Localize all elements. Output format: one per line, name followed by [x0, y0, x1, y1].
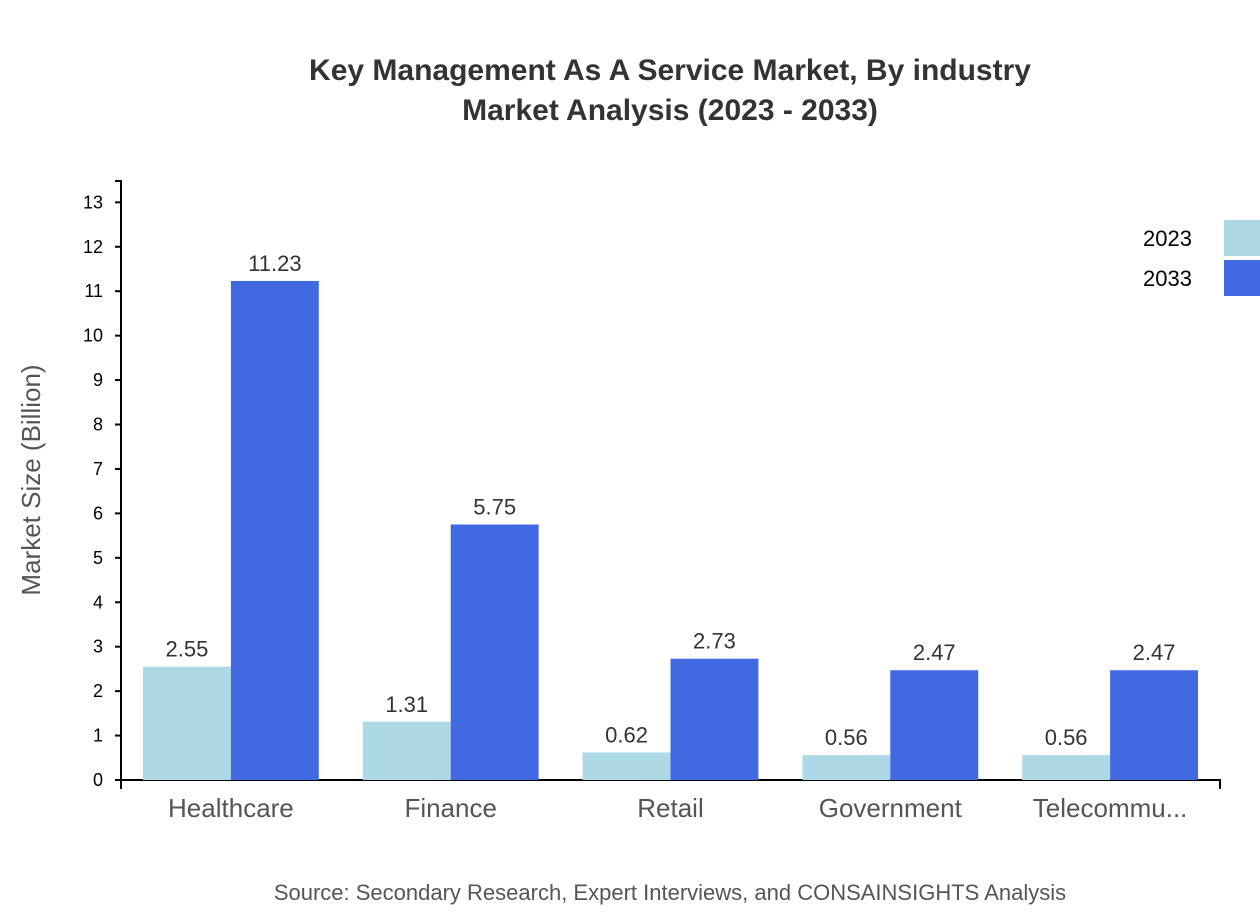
x-tick-label: Telecommu...	[1033, 793, 1188, 823]
data-label: 1.31	[385, 692, 428, 717]
x-tick-label: Finance	[404, 793, 497, 823]
y-axis-label: Market Size (Billion)	[16, 364, 46, 595]
bar-2033	[670, 658, 759, 780]
y-tick-label: 0	[93, 770, 103, 790]
legend-label: 2023	[1143, 226, 1192, 251]
data-label: 0.56	[825, 725, 868, 750]
data-label: 2.47	[1133, 640, 1176, 665]
x-tick-label: Government	[819, 793, 963, 823]
chart-subtitle: Market Analysis (2023 - 2033)	[462, 94, 878, 127]
y-tick-label: 2	[93, 681, 103, 701]
bar-2033	[450, 524, 539, 780]
data-label: 0.62	[605, 722, 648, 747]
y-tick-label: 9	[93, 370, 103, 390]
bar-2023	[1022, 755, 1111, 780]
bar-2023	[142, 666, 231, 780]
y-tick-label: 5	[93, 548, 103, 568]
y-tick-label: 12	[83, 237, 103, 257]
bar-2023	[582, 752, 671, 780]
legend-label: 2033	[1143, 266, 1192, 291]
y-tick-label: 4	[93, 592, 103, 612]
data-label: 2.73	[693, 629, 736, 654]
y-tick-label: 8	[93, 415, 103, 435]
x-axis-line	[120, 779, 1221, 789]
data-label: 2.55	[166, 637, 209, 662]
legend-swatch	[1224, 220, 1260, 256]
x-tick-label: Retail	[637, 793, 703, 823]
data-label: 2.47	[913, 640, 956, 665]
bar-2023	[362, 721, 451, 780]
data-label: 0.56	[1045, 725, 1088, 750]
source-note: Source: Secondary Research, Expert Inter…	[274, 880, 1066, 905]
x-tick-label: Healthcare	[168, 793, 294, 823]
data-label: 11.23	[248, 251, 301, 276]
y-tick-label: 7	[93, 459, 103, 479]
y-tick-label: 10	[83, 326, 103, 346]
chart-title: Key Management As A Service Market, By i…	[309, 54, 1031, 87]
y-tick-label: 1	[93, 726, 103, 746]
bar-2033	[1110, 670, 1199, 780]
y-tick-label: 6	[93, 503, 103, 523]
y-tick-label: 11	[84, 281, 103, 301]
y-tick-label: 13	[83, 192, 103, 212]
data-label: 5.75	[473, 494, 516, 519]
y-tick-label: 3	[93, 637, 103, 657]
legend-swatch	[1224, 260, 1260, 296]
bar-2033	[230, 280, 319, 780]
bar-2023	[802, 755, 891, 780]
bar-2033	[890, 670, 979, 780]
